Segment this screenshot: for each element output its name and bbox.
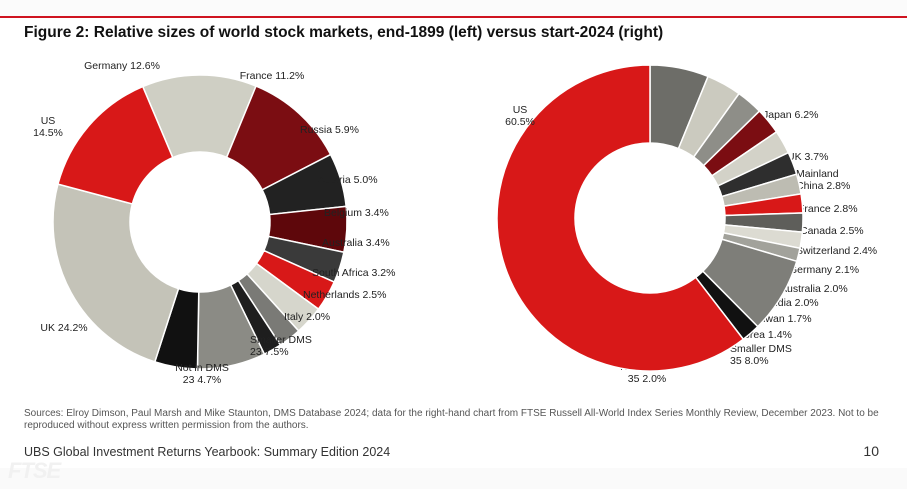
label-germany-2-1: Germany 2.1%: [789, 264, 859, 276]
donut-chart-1899: Germany 12.6% France 11.2% Russia 5.9% Aust…: [33, 60, 395, 386]
label-smaller-dms-35-8-0: Smaller DMS 35 8.0%: [730, 343, 792, 367]
label-russia-5-9: Russia 5.9%: [300, 124, 359, 136]
label-austria-5-0: Austria 5.0%: [318, 174, 378, 186]
label-smaller-dms-23-7-5: Smaller DMS 23 7.5%: [250, 334, 312, 358]
footer-text: UBS Global Investment Returns Yearbook: …: [24, 445, 390, 459]
label-france-2-8: France 2.8%: [798, 203, 858, 215]
bottom-band: [0, 468, 907, 489]
label-belgium-3-4: Belgium 3.4%: [324, 207, 389, 219]
label-switzerland-2-4: Switzerland 2.4%: [796, 245, 877, 257]
label-australia-2-0: Australia 2.0%: [780, 283, 848, 295]
page-number: 10: [863, 443, 879, 459]
label-not-in-dms-23-4-7: Not in DMS 23 4.7%: [175, 362, 229, 386]
label-japan-6-2: Japan 6.2%: [763, 109, 818, 121]
label-italy-2-0: Italy 2.0%: [284, 311, 330, 323]
label-south-africa-3-2: South Africa 3.2%: [312, 267, 395, 279]
label-us-60-5: US 60.5%: [505, 104, 535, 128]
slice-uk-24-2: [53, 184, 178, 362]
label-uk-24-2: UK 24.2%: [40, 322, 87, 334]
label-canada-2-5: Canada 2.5%: [800, 225, 864, 237]
label-netherlands-2-5: Netherlands 2.5%: [303, 289, 386, 301]
label-us-14-5: US 14.5%: [33, 115, 63, 139]
donut-chart-2024: Japan 6.2% UK 3.7% Mainland China 2.8% Franc…: [497, 65, 877, 385]
label-mainland-china-2-8: Mainland China 2.8%: [796, 168, 850, 192]
sources-note: Sources: Elroy Dimson, Paul Marsh and Mi…: [24, 408, 894, 432]
watermark-logo: FTSE: [8, 458, 60, 484]
label-france-11-2: France 11.2%: [240, 70, 305, 82]
label-germany-12-6: Germany 12.6%: [84, 60, 160, 72]
chart-area: Germany 12.6% France 11.2% Russia 5.9% Aust…: [0, 0, 907, 400]
label-uk-3-7: UK 3.7%: [787, 151, 828, 163]
label-australia-3-4: Australia 3.4%: [322, 237, 390, 249]
